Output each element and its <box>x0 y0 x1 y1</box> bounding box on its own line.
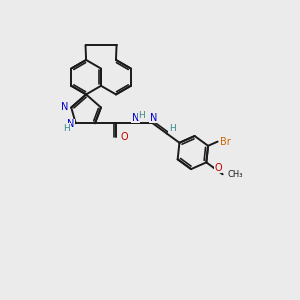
Text: N: N <box>67 119 74 129</box>
Text: H: H <box>169 124 176 133</box>
Text: N: N <box>132 113 139 123</box>
Text: CH₃: CH₃ <box>227 170 243 179</box>
Text: Br: Br <box>220 137 230 148</box>
Text: N: N <box>61 102 68 112</box>
Text: O: O <box>121 132 128 142</box>
Text: O: O <box>214 163 222 172</box>
Text: N: N <box>150 113 157 123</box>
Text: H: H <box>138 111 145 120</box>
Text: H: H <box>64 124 70 133</box>
